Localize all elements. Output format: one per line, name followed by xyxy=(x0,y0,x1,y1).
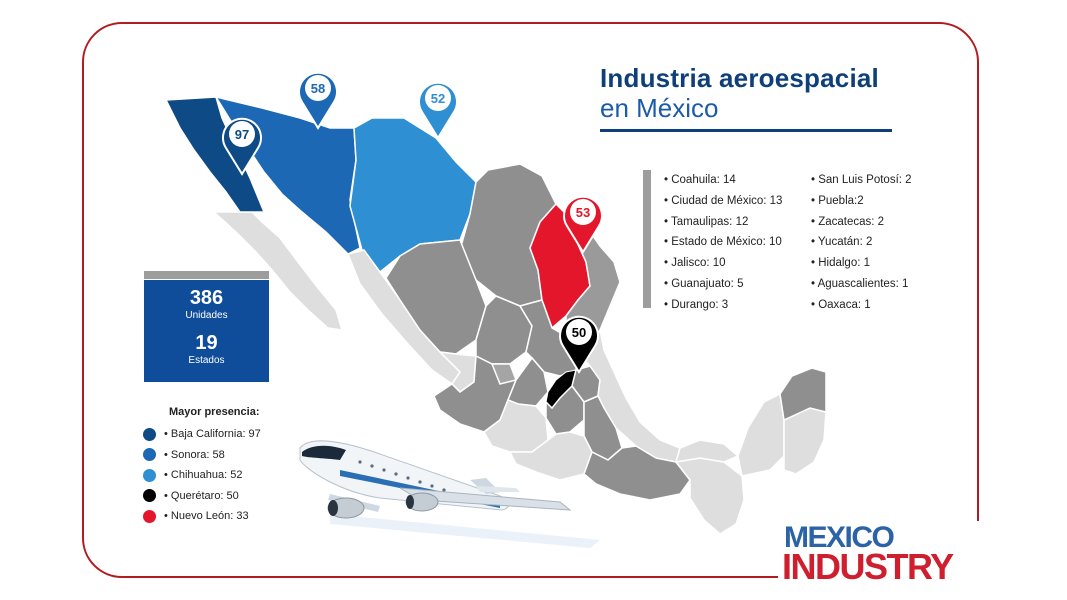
mexico-industry-logo: MEXICO INDUSTRY xyxy=(778,521,989,589)
states-label: Estados xyxy=(188,355,225,366)
state-entry: • Aguascalientes: 1 xyxy=(811,277,909,290)
title-underline xyxy=(600,129,892,132)
state-entry: • Guanajuato: 5 xyxy=(664,277,744,290)
legend-label: • Sonora: 58 xyxy=(164,448,225,461)
pin-sonora: 58 xyxy=(298,71,338,130)
legend-item: • Baja California: 97 xyxy=(143,424,261,445)
legend-item: • Sonora: 58 xyxy=(143,445,261,466)
legend-label: • Querétaro: 50 xyxy=(164,489,239,502)
region-yucatan xyxy=(779,367,827,422)
legend-label: • Nuevo León: 33 xyxy=(164,510,249,523)
map-title: Industria aeroespacial en México xyxy=(600,63,900,132)
legend-swatch xyxy=(143,489,156,503)
state-entry: • Durango: 3 xyxy=(664,298,729,311)
region-baja-california[interactable] xyxy=(164,96,266,213)
pin-chihuahua: 52 xyxy=(418,81,458,140)
units-value: 386 xyxy=(189,287,224,309)
states-value: 19 xyxy=(195,332,218,354)
state-entry: • Ciudad de México: 13 xyxy=(664,194,783,207)
region-guerrero xyxy=(508,431,593,481)
region-durango xyxy=(385,239,487,355)
pin-value-chihuahua: 52 xyxy=(431,91,445,106)
pin-value-queretaro: 50 xyxy=(572,325,586,340)
state-entry: • Tamaulipas: 12 xyxy=(664,215,749,228)
legend-swatch xyxy=(143,468,156,482)
legend: Mayor presencia: • Baja California: 97 •… xyxy=(143,406,261,527)
logo-line-1: MEXICO xyxy=(784,521,895,554)
state-entry: • Coahuila: 14 xyxy=(664,174,736,186)
state-entry: • Puebla:2 xyxy=(811,194,864,207)
pin-queretaro: 50 xyxy=(559,315,599,374)
legend-swatch xyxy=(143,427,156,441)
legend-item: • Nuevo León: 33 xyxy=(143,506,261,527)
state-entry: • Zacatecas: 2 xyxy=(811,215,885,228)
airplane-illustration xyxy=(299,440,600,548)
legend-swatch xyxy=(143,509,156,523)
stats-box: 386 Unidades 19 Estados xyxy=(144,280,269,382)
pin-value-baja-california: 97 xyxy=(235,127,249,142)
legend-label: • Baja California: 97 xyxy=(164,428,261,441)
stats-top-bar xyxy=(144,271,269,279)
state-entry: • Estado de México: 10 xyxy=(664,236,782,249)
states-list-bar xyxy=(643,170,651,308)
states-list-column-1: • Coahuila: 14 • Ciudad de México: 13 • … xyxy=(664,170,782,316)
pin-value-sonora: 58 xyxy=(311,81,325,96)
states-list-column-2: • San Luis Potosí: 2 • Puebla:2 • Zacate… xyxy=(811,170,912,316)
region-campeche xyxy=(737,392,785,477)
logo-line-2: INDUSTRY xyxy=(782,546,954,587)
legend-item: • Querétaro: 50 xyxy=(143,486,261,507)
state-entry: • Hidalgo: 1 xyxy=(811,257,871,270)
pin-value-nuevo-leon: 53 xyxy=(576,205,590,220)
state-entry: • Jalisco: 10 xyxy=(664,257,726,270)
state-entry: • Yucatán: 2 xyxy=(811,236,873,249)
state-entry: • San Luis Potosí: 2 xyxy=(811,174,912,186)
state-entry: • Oaxaca: 1 xyxy=(811,298,871,311)
legend-swatch xyxy=(143,448,156,462)
units-label: Unidades xyxy=(185,310,228,321)
title-line-1: Industria aeroespacial xyxy=(600,63,879,93)
pin-nuevo-leon: 53 xyxy=(563,195,603,254)
region-chiapas xyxy=(674,457,745,535)
title-line-2: en México xyxy=(600,93,719,123)
pin-baja-california: 97 xyxy=(222,117,262,176)
legend-heading: Mayor presencia: xyxy=(169,406,260,418)
legend-item: • Chihuahua: 52 xyxy=(143,465,261,486)
legend-label: • Chihuahua: 52 xyxy=(164,469,243,482)
region-baja-california-sur xyxy=(212,211,344,331)
region-tabasco xyxy=(674,439,740,463)
